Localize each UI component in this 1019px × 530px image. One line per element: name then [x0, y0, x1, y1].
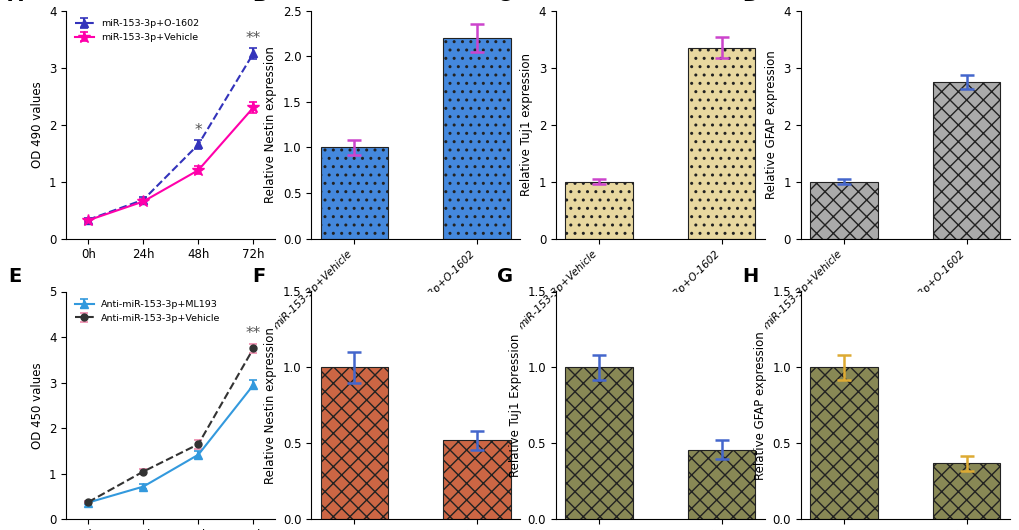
Bar: [565, 181, 632, 238]
Text: **: **: [246, 326, 261, 341]
Text: *: *: [195, 123, 202, 138]
Text: A: A: [8, 0, 22, 5]
Text: D: D: [742, 0, 757, 5]
Y-axis label: Relative Nestin expression: Relative Nestin expression: [264, 327, 277, 484]
Text: C: C: [497, 0, 512, 5]
Y-axis label: Relative Tuj1 Expression: Relative Tuj1 Expression: [508, 334, 522, 477]
Bar: [320, 367, 387, 519]
Text: E: E: [8, 267, 21, 286]
Y-axis label: Relative Tuj1 expression: Relative Tuj1 expression: [520, 53, 533, 196]
Bar: [809, 181, 876, 238]
Bar: [320, 147, 387, 238]
Text: **: **: [246, 31, 261, 46]
Bar: [443, 440, 511, 519]
Text: G: G: [497, 267, 513, 286]
Y-axis label: OD 450 values: OD 450 values: [31, 362, 44, 449]
Bar: [809, 367, 876, 519]
Legend: Anti-miR-153-3p+ML193, Anti-miR-153-3p+Vehicle: Anti-miR-153-3p+ML193, Anti-miR-153-3p+V…: [71, 296, 224, 326]
Y-axis label: Relative GFAP expression: Relative GFAP expression: [764, 50, 777, 199]
Bar: [565, 367, 632, 519]
Bar: [932, 463, 1000, 519]
Legend: miR-153-3p+O-1602, miR-153-3p+Vehicle: miR-153-3p+O-1602, miR-153-3p+Vehicle: [71, 15, 203, 46]
Text: F: F: [253, 267, 266, 286]
Y-axis label: Relative Nestin expression: Relative Nestin expression: [264, 46, 277, 203]
Text: B: B: [253, 0, 267, 5]
Bar: [688, 48, 755, 238]
Y-axis label: OD 490 values: OD 490 values: [31, 81, 44, 168]
Y-axis label: Relative GFAP expression: Relative GFAP expression: [753, 331, 766, 480]
Text: H: H: [742, 267, 758, 286]
Bar: [443, 38, 511, 238]
Bar: [688, 449, 755, 519]
Bar: [932, 82, 1000, 239]
